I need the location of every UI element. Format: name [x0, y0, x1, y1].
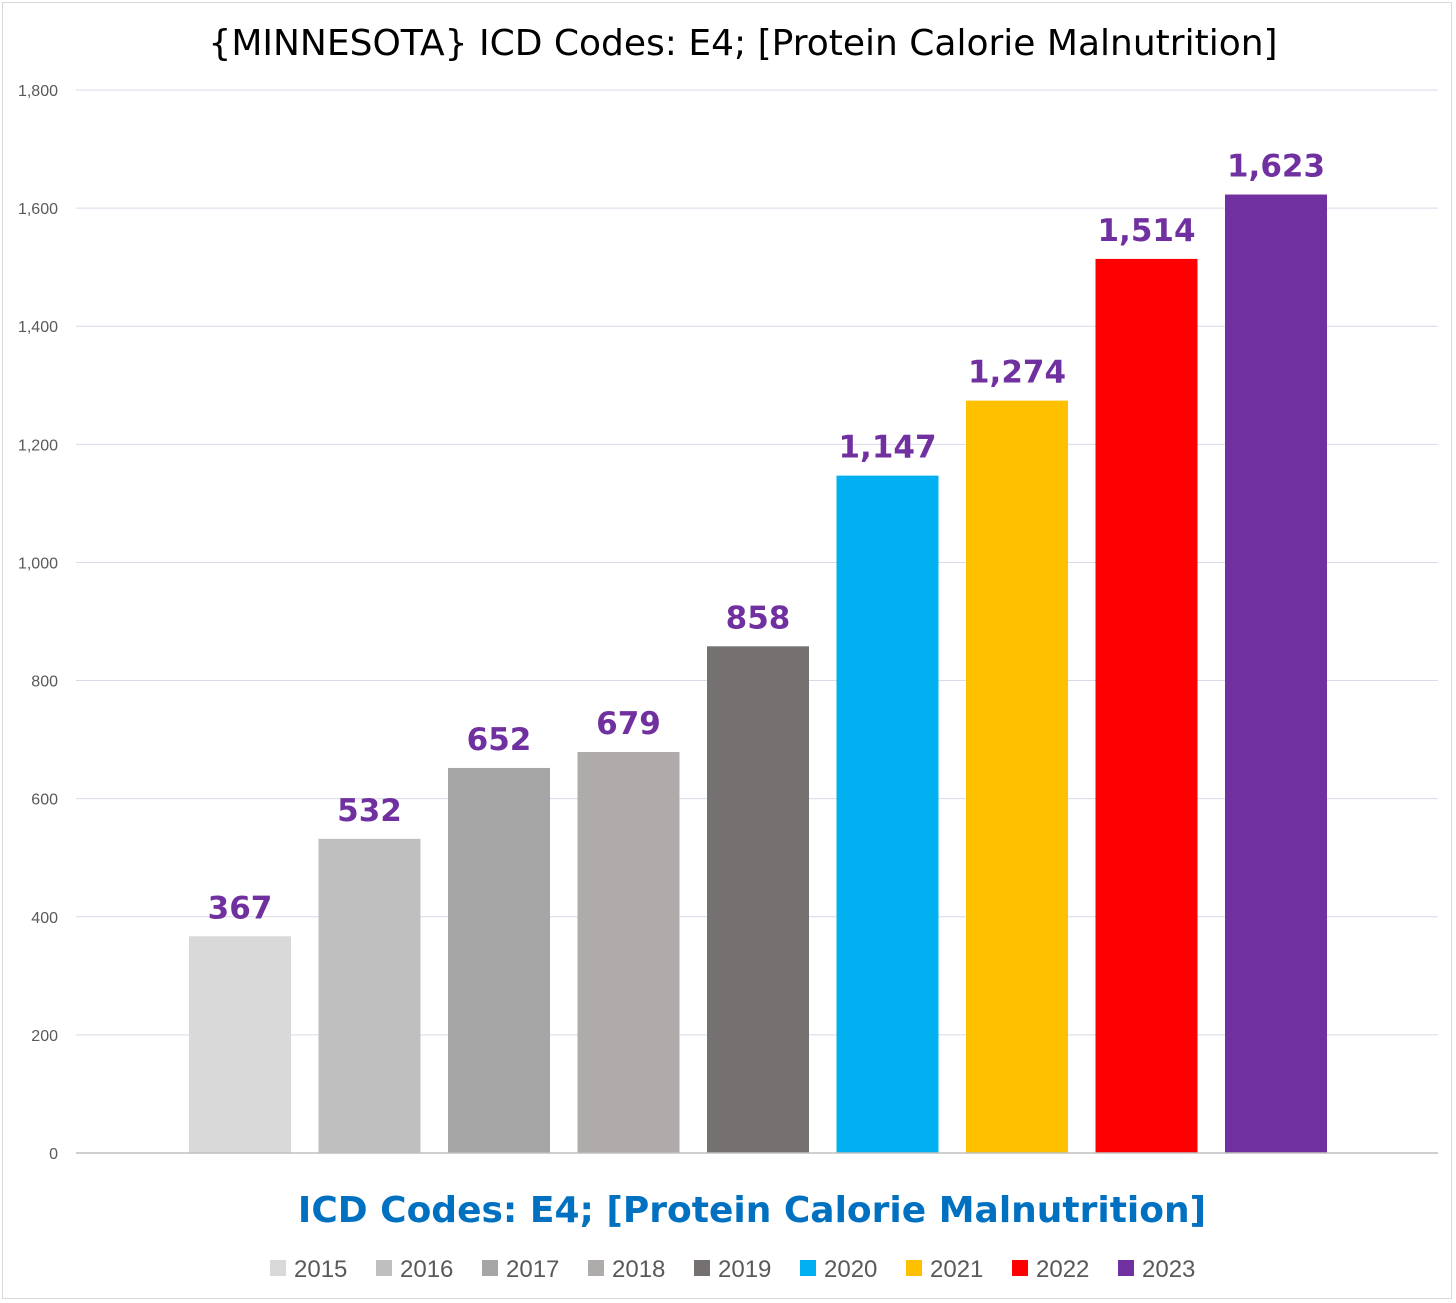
legend-item-2022: 2022: [1012, 1256, 1089, 1283]
legend-item-2017: 2017: [482, 1256, 559, 1283]
legend-label-2023: 2023: [1142, 1256, 1195, 1283]
legend-label-2022: 2022: [1036, 1256, 1089, 1283]
y-tick-label: 1,200: [18, 437, 58, 454]
legend-swatch-2022: [1012, 1260, 1028, 1276]
x-axis-title: ICD Codes: E4; [Protein Calorie Malnutri…: [298, 1190, 1206, 1231]
y-tick-label: 600: [31, 792, 58, 809]
legend-item-2019: 2019: [694, 1256, 771, 1283]
legend-label-2021: 2021: [930, 1256, 983, 1283]
bar-2015: [189, 936, 291, 1153]
bar-2022: [1095, 258, 1198, 1153]
bar-2018: [577, 752, 680, 1153]
legend-swatch-2023: [1118, 1260, 1134, 1276]
data-label-2019: 858: [726, 600, 791, 636]
legend-label-2020: 2020: [824, 1256, 877, 1283]
legend-item-2016: 2016: [376, 1256, 453, 1283]
legend-swatch-2021: [906, 1260, 922, 1276]
bars: [189, 194, 1327, 1154]
y-tick-label: 1,400: [18, 319, 58, 336]
legend-label-2019: 2019: [718, 1256, 771, 1283]
legend-swatch-2020: [800, 1260, 816, 1276]
y-tick-label: 1,000: [18, 555, 58, 572]
y-tick-label: 800: [31, 674, 58, 691]
data-label-2023: 1,623: [1227, 149, 1325, 185]
legend-label-2016: 2016: [400, 1256, 453, 1283]
legend-swatch-2016: [376, 1260, 392, 1276]
data-label-2017: 652: [467, 722, 532, 758]
y-tick-label: 200: [31, 1028, 58, 1045]
legend-label-2018: 2018: [612, 1256, 665, 1283]
gridlines: [76, 89, 1438, 1036]
legend-label-2017: 2017: [506, 1256, 559, 1283]
legend-swatch-2018: [588, 1260, 604, 1276]
legend-swatch-2017: [482, 1260, 498, 1276]
bar-2020: [836, 475, 939, 1153]
data-label-2015: 367: [208, 890, 273, 926]
bar-2021: [966, 400, 1068, 1154]
legend-item-2021: 2021: [906, 1256, 983, 1283]
data-label-2020: 1,147: [838, 430, 936, 466]
bar-2019: [707, 646, 809, 1153]
y-axis-tick-labels: 0 200 400 600 800 1,000 1,200 1,400 1,600 1,800: [18, 83, 58, 1163]
y-tick-label: 1,800: [18, 83, 58, 100]
legend-item-2023: 2023: [1118, 1256, 1195, 1283]
legend-swatch-2019: [694, 1260, 710, 1276]
data-label-2016: 532: [337, 793, 402, 829]
data-label-2021: 1,274: [968, 355, 1066, 391]
legend-item-2015: 2015: [270, 1256, 347, 1283]
bar-2016: [318, 838, 421, 1153]
legend: 2015 2016 2017 2018 2019 2020 2021 2022 2023: [270, 1256, 1195, 1283]
chart-title: {MINNESOTA} ICD Codes: E4; [Protein Calo…: [208, 23, 1277, 64]
data-label-2018: 679: [596, 706, 661, 742]
y-tick-label: 1,600: [18, 201, 58, 218]
legend-item-2018: 2018: [588, 1256, 665, 1283]
legend-swatch-2015: [270, 1260, 286, 1276]
legend-item-2020: 2020: [800, 1256, 877, 1283]
bar-2023: [1225, 194, 1327, 1154]
data-labels: 367 532 652 679 858 1,147 1,274 1,514 1,623: [208, 149, 1325, 927]
data-label-2022: 1,514: [1097, 213, 1195, 249]
y-tick-label: 400: [31, 910, 58, 927]
bar-2017: [448, 767, 550, 1153]
y-tick-label: 0: [49, 1146, 58, 1163]
legend-label-2015: 2015: [294, 1256, 347, 1283]
